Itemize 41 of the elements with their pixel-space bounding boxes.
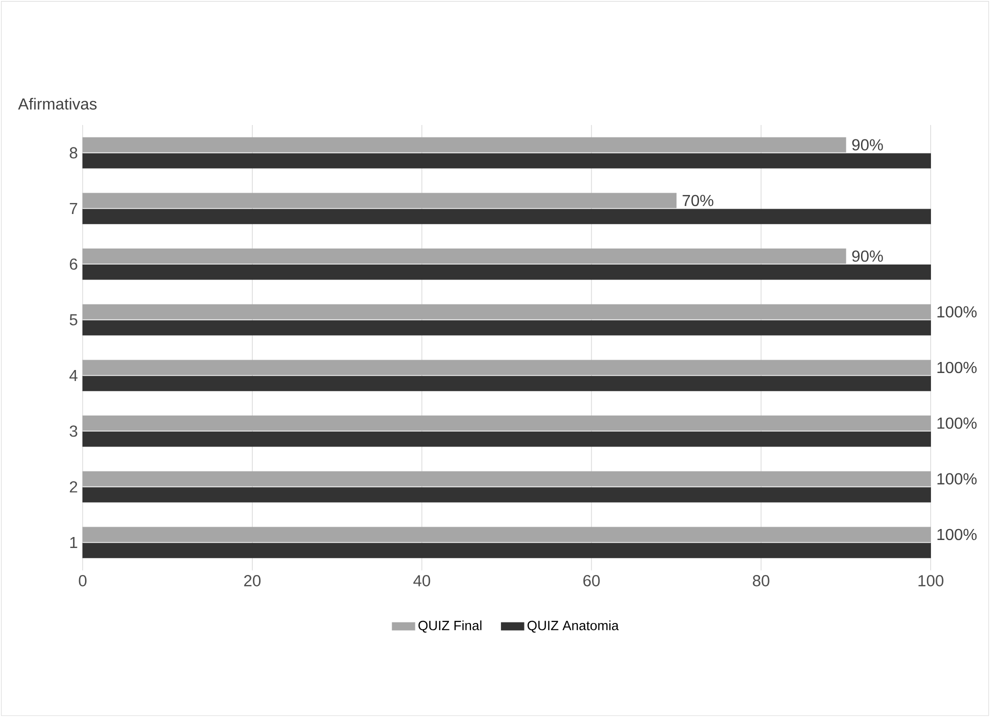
bar [82, 137, 846, 152]
x-tick-label: 40 [413, 575, 430, 586]
legend-label: QUIZ Anatomia [528, 620, 619, 633]
bar [82, 416, 931, 431]
bar [82, 153, 931, 168]
bar [82, 320, 931, 336]
data-label: 100% [937, 362, 977, 374]
x-tick-label: 80 [752, 575, 770, 586]
data-label: 90% [852, 250, 883, 262]
x-tick-label: 100 [918, 575, 944, 586]
y-tick-label: 8 [70, 147, 78, 158]
data-label: 90% [852, 139, 883, 150]
y-tick-label: 4 [69, 370, 78, 381]
bar [82, 542, 931, 558]
y-axis-title: Afirmativas [18, 98, 97, 110]
data-label: 70% [682, 194, 714, 206]
bar [82, 360, 931, 376]
bar [82, 192, 677, 208]
bar [82, 471, 931, 486]
bar [82, 487, 931, 502]
bar [82, 208, 931, 224]
x-tick-label: 0 [78, 575, 87, 586]
y-tick-label: 1 [70, 536, 78, 548]
x-tick-label: 20 [244, 575, 261, 586]
x-tick-label: 60 [583, 575, 600, 586]
data-label: 100% [937, 528, 977, 540]
bar [82, 304, 931, 320]
data-label: 100% [937, 306, 977, 318]
bar [82, 376, 931, 392]
data-label: 100% [937, 473, 977, 484]
bar [82, 248, 846, 264]
bar [82, 526, 931, 542]
y-tick-label: 3 [70, 425, 78, 437]
y-tick-label: 5 [70, 314, 78, 326]
bar [82, 264, 931, 280]
y-tick-label: 6 [70, 258, 78, 270]
data-label: 100% [937, 417, 977, 429]
legend-label: QUIZ Final [418, 620, 482, 633]
bar [82, 432, 931, 447]
y-tick-label: 2 [70, 481, 78, 492]
y-tick-label: 7 [70, 202, 78, 214]
